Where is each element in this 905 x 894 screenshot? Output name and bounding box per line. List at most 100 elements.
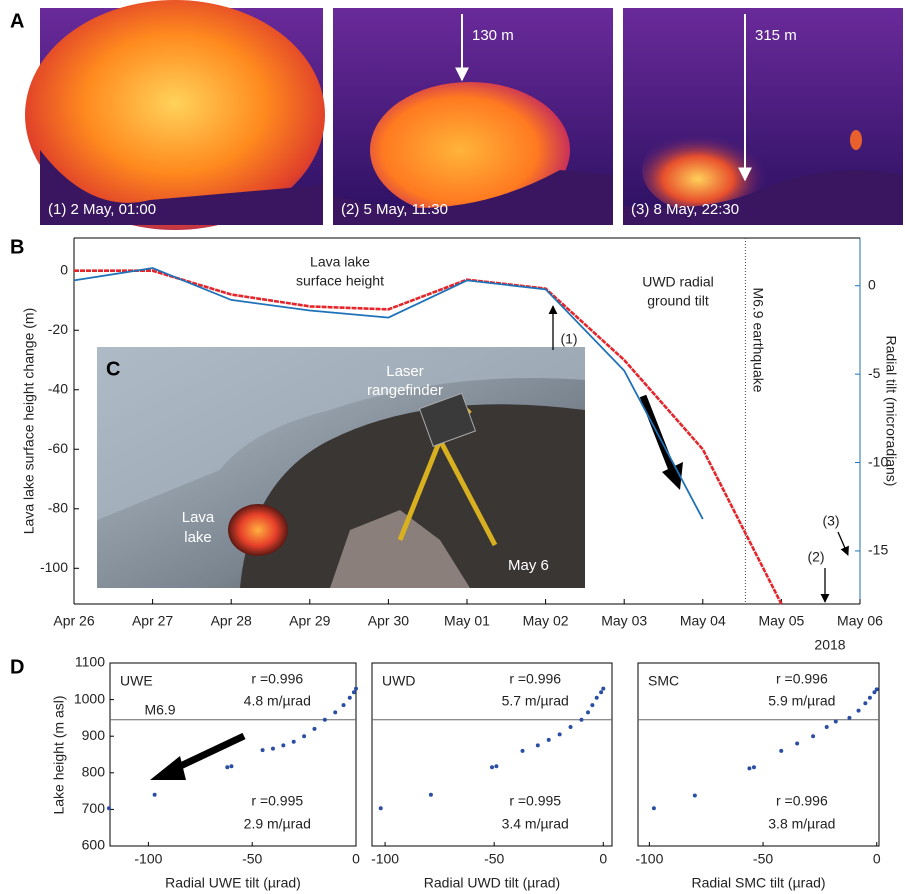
point [811,734,815,738]
x-tick-label: -100 [134,851,162,867]
x-tick-label: Apr 28 [211,613,252,629]
y2-axis-title: Radial tilt (microradians) [883,336,899,487]
point [747,766,751,770]
point [693,793,697,797]
x-axis-title: Radial SMC tilt (µrad) [691,875,825,891]
x-axis-title: Radial UWE tilt (µrad) [165,875,301,891]
station-label: UWD [382,673,415,689]
x-tick-label: May 04 [680,613,726,629]
point [490,765,494,769]
point [558,732,562,736]
fit-label: r =0.996 [509,671,561,687]
point [590,703,594,707]
point [348,696,352,700]
y2-tick-label: -15 [868,542,888,558]
trend-arrow [172,736,244,770]
point [569,725,573,729]
point [281,743,285,747]
year-label: 2018 [814,637,845,653]
point [752,765,756,769]
photo-caption: (1) 2 May, 01:00 [48,201,156,218]
photo-1: (1) 2 May, 01:00 [25,0,325,230]
point [601,687,605,691]
x-tick-label: May 06 [837,613,883,629]
photo-label: lake [184,529,212,546]
plot-frame [372,663,612,846]
drop-label: 130 m [472,27,514,44]
plot-frame [638,663,879,846]
point [292,740,296,744]
point [825,725,829,729]
point [494,764,498,768]
series-label: ground tilt [647,293,709,309]
series-label: surface height [296,273,384,289]
x-tick-label: -100 [371,851,399,867]
point [271,747,275,751]
fit-label: r =0.996 [251,671,303,687]
point [547,738,551,742]
point [868,696,872,700]
fit-label: 5.7 m/µrad [502,693,569,709]
x-tick-label: Apr 27 [132,613,173,629]
y2-tick-label: -5 [868,365,881,381]
series-label: Lava lake [310,254,370,270]
plot-frame [110,663,356,846]
panel-label: A [10,10,24,32]
quake-label: M6.9 earthquake [751,287,767,392]
x-tick-label: May 05 [758,613,804,629]
point [857,709,861,713]
fit-label: r =0.996 [776,793,828,809]
figure: (1) 2 May, 01:00 130 m (2) 5 May, 11:30 … [0,0,905,894]
point [429,793,433,797]
x-tick-label: 0 [873,851,881,867]
point [342,703,346,707]
point [847,716,851,720]
y-tick-label: 1100 [75,654,105,670]
photo-label: May 6 [508,557,549,574]
trend-arrow-head [150,756,186,780]
point [834,720,838,724]
point [352,690,356,694]
point [302,734,306,738]
x-tick-label: May 03 [601,613,647,629]
photo-label: Laser [386,363,424,380]
fit-label: 5.9 m/µrad [768,693,835,709]
x-tick-label: -50 [484,851,504,867]
event-label: (3) [822,513,839,529]
point [225,765,229,769]
x-tick-label: -100 [635,851,663,867]
y-tick-label: -20 [48,321,68,337]
photo-c: Laser rangefinder Lava lake May 6 [97,347,585,588]
point [153,793,157,797]
x-axis-title: Radial UWD tilt (µrad) [424,875,560,891]
x-tick-label: May 01 [444,613,490,629]
y-tick-label: -100 [40,559,68,575]
point [595,696,599,700]
point [795,742,799,746]
y-axis-title: Lava lake surface height change (m) [21,308,37,534]
event-label: (2) [807,549,824,565]
photo-2: 130 m (2) 5 May, 11:30 [333,8,613,225]
y-tick-label: 900 [82,727,106,743]
point [323,718,327,722]
point [579,718,583,722]
y-tick-label: 0 [60,261,68,277]
y-axis-title: Lake height (m asl) [51,695,67,814]
fit-label: r =0.995 [251,793,303,809]
point [875,687,879,691]
point [107,806,111,810]
fit-label: 3.4 m/µrad [502,816,569,832]
point [261,748,265,752]
point [586,710,590,714]
series-label: UWD radial [642,274,714,290]
photo-caption: (3) 8 May, 22:30 [631,201,739,218]
drop-label: 315 m [755,27,797,44]
station-label: UWE [120,673,153,689]
panel-label: B [10,236,24,258]
x-tick-label: May 02 [523,613,569,629]
point [379,806,383,810]
panel-label: D [10,656,24,678]
fit-label: 3.8 m/µrad [768,816,835,832]
point [521,749,525,753]
point [312,727,316,731]
